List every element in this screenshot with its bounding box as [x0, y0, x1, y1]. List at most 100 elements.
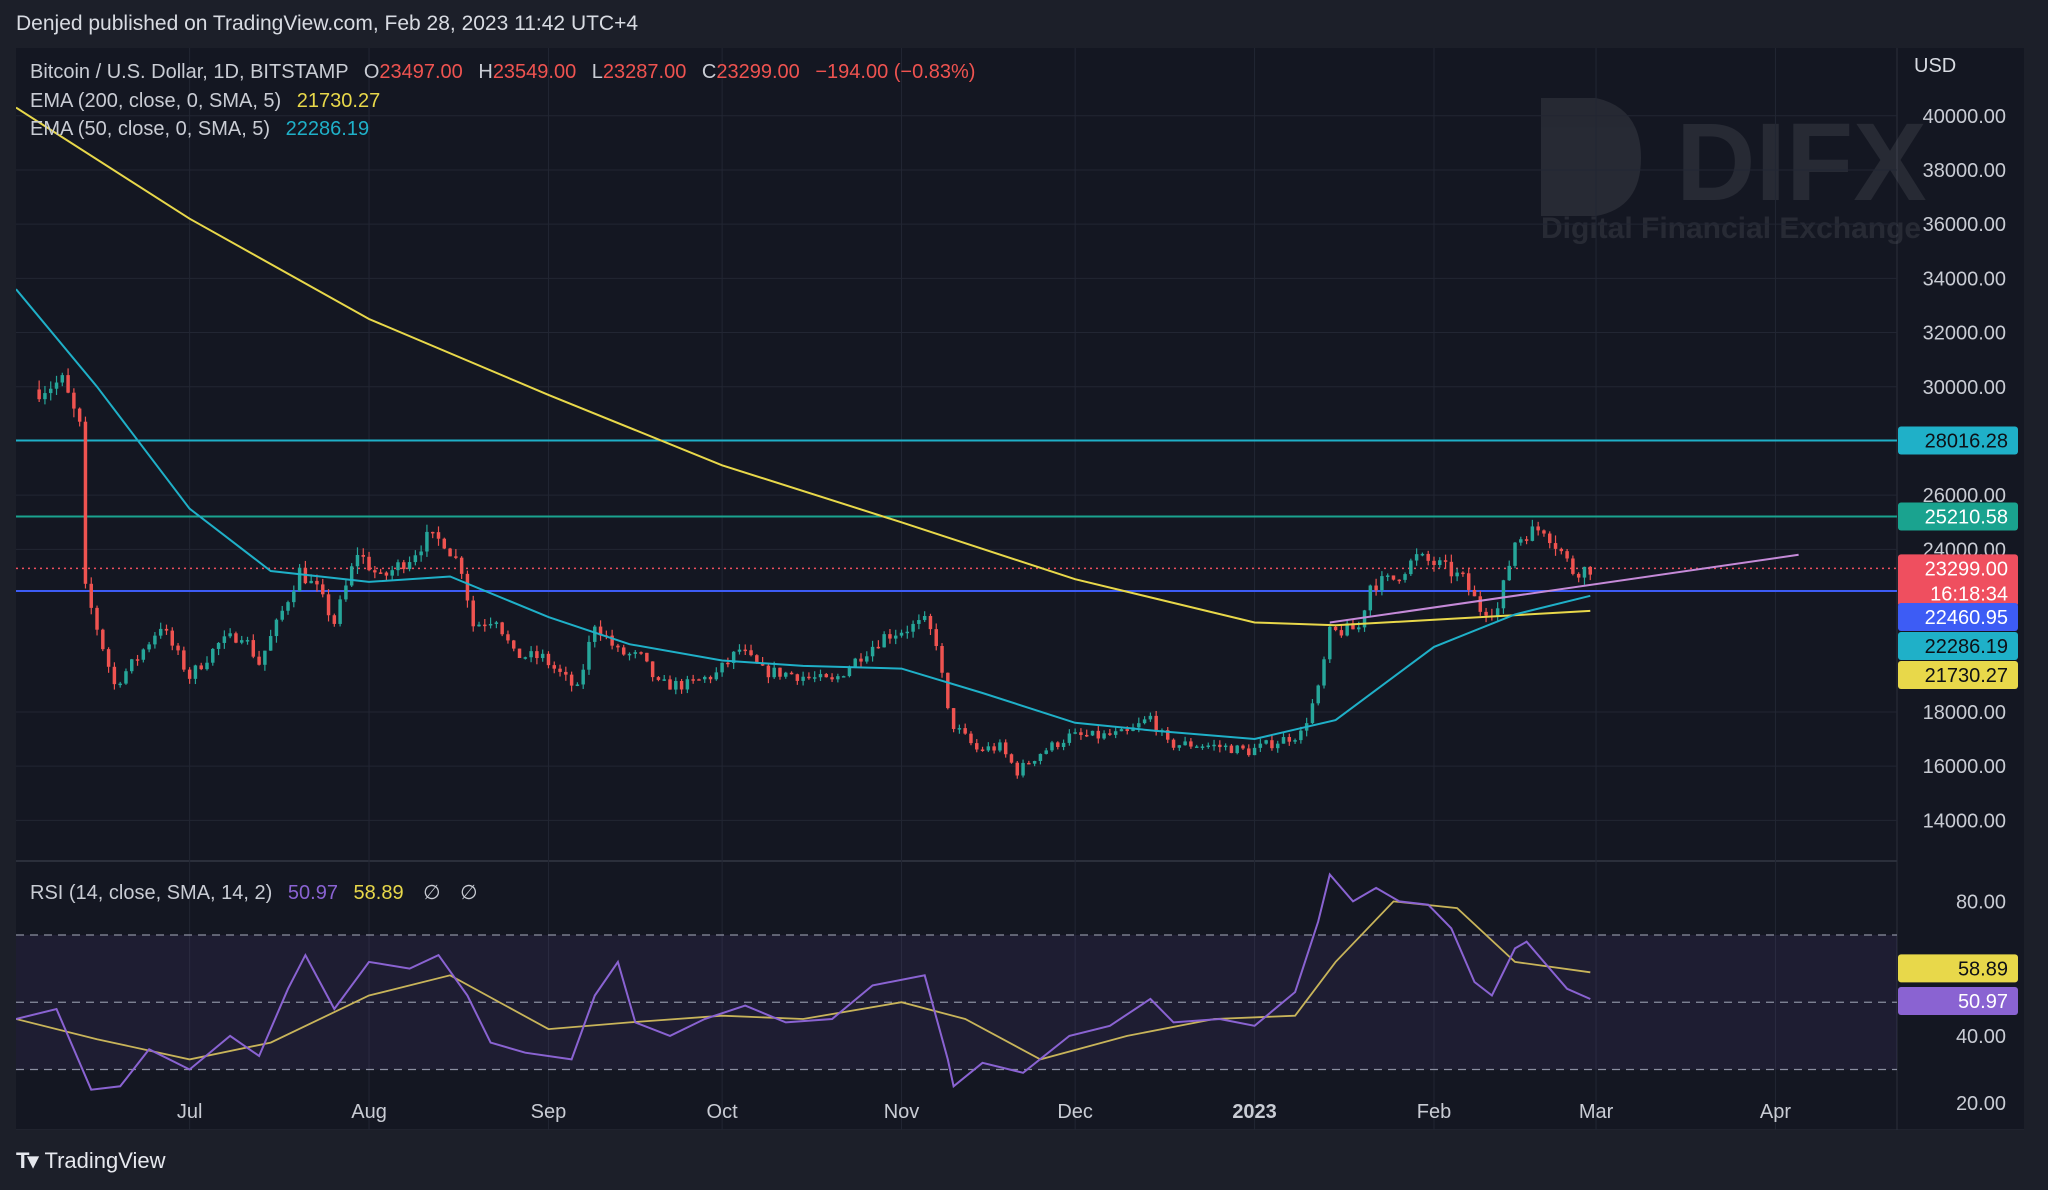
high-label: H — [478, 61, 492, 83]
candle-body — [239, 640, 244, 643]
level-tag-22460-bg — [1898, 603, 2018, 632]
candle-body — [471, 600, 475, 627]
candle-body — [112, 666, 117, 685]
grid-layer — [16, 48, 1897, 1130]
rsi-ma-line — [15, 900, 1591, 1061]
candle-body — [1252, 747, 1257, 756]
candle-body — [1316, 685, 1320, 704]
svg-text:EMA (50, close, 0, SMA, 5): EMA (50, close, 0, SMA, 5) 22286.19 — [30, 118, 369, 140]
rsi-legend-label: RSI (14, close, SMA, 14, 2) — [30, 882, 272, 904]
axis-layer: Jul Aug Sep Oct Nov Dec 2023 Feb Mar Apr 14000.00 1… — [177, 106, 2006, 1123]
x-tick-label: Aug — [351, 1101, 387, 1123]
candle-body — [1397, 579, 1401, 582]
candle-body — [361, 554, 365, 557]
candle-body — [1409, 560, 1413, 575]
candle-body — [1235, 745, 1239, 754]
candle-body — [633, 652, 638, 654]
candle-body — [893, 635, 898, 639]
candle-body — [598, 626, 603, 636]
tradingview-footer[interactable]: T▾ TradingView — [16, 1148, 166, 1174]
candle-body — [1050, 742, 1054, 751]
candle-body — [1328, 626, 1332, 660]
candle-body — [1432, 560, 1436, 566]
candle-body — [89, 583, 93, 608]
candle-body — [349, 566, 354, 586]
candle-body — [1472, 589, 1477, 597]
level-tag-22460: 22460.95 — [1925, 607, 2008, 629]
candle-body — [922, 616, 927, 621]
rsi-extra-1: ∅ — [423, 882, 440, 904]
candle-body — [1559, 548, 1564, 552]
candle-body — [430, 531, 435, 534]
ema200-legend-value: 21730.27 — [297, 90, 380, 112]
candle-body — [772, 667, 776, 678]
candle-body — [529, 651, 533, 658]
tradingview-brand: TradingView — [44, 1148, 166, 1173]
candle-body — [581, 669, 585, 685]
candle-body — [980, 749, 985, 751]
chart-frame[interactable]: DIFX Digital Financial Exchange Jul Aug Se… — [15, 48, 2024, 1131]
candle-body — [141, 649, 146, 660]
candle-body — [465, 573, 470, 601]
candle-body — [702, 676, 707, 680]
chart-svg[interactable]: DIFX Digital Financial Exchange Jul Aug Se… — [15, 48, 2024, 1131]
x-tick-label: 2023 — [1232, 1101, 1277, 1123]
candle-body — [1061, 742, 1066, 747]
candle-body — [1443, 560, 1448, 562]
rsi-tick-label: 20.00 — [1956, 1093, 2006, 1115]
candle-body — [326, 594, 331, 616]
candle-body — [164, 628, 169, 631]
x-tick-label: Oct — [707, 1101, 739, 1123]
candle-body — [905, 631, 910, 634]
ema200-line — [15, 106, 1591, 627]
candle-body — [1264, 740, 1268, 744]
watermark-brand: DIFX — [1676, 101, 1927, 224]
open-value: 23497.00 — [379, 61, 462, 83]
tag-layer: 28016.28 25210.58 23299.00 16:18:3422460.95… — [1898, 426, 2018, 1015]
candle-body — [1212, 744, 1216, 747]
candle-body — [1183, 741, 1187, 746]
candle-body — [1258, 743, 1263, 748]
x-tick-label: Jul — [177, 1101, 203, 1123]
last-price-tag-bg — [1898, 554, 2018, 607]
difx-logo-icon — [1541, 98, 1641, 216]
candle-body — [616, 645, 620, 648]
candle-body — [1455, 572, 1459, 577]
y-tick-label: 32000.00 — [1923, 323, 2006, 345]
candle-body — [1310, 703, 1315, 724]
level-tag-25210-bg — [1898, 502, 2018, 531]
candle-body — [77, 408, 82, 422]
candle-body — [1380, 576, 1384, 591]
y-tick-label: 14000.00 — [1923, 810, 2006, 832]
candle-body — [818, 674, 823, 678]
candle-body — [48, 388, 53, 394]
candle-body — [610, 635, 614, 646]
candle-body — [836, 676, 840, 680]
candle-body — [1247, 748, 1251, 756]
candle-body — [448, 548, 452, 557]
level-tag-28016: 28016.28 — [1925, 431, 2008, 453]
low-label: L — [592, 61, 603, 83]
candle-body — [957, 728, 962, 730]
candle-body — [917, 620, 921, 624]
candle-body — [853, 658, 857, 668]
candle-body — [378, 572, 383, 574]
candle-body — [454, 556, 458, 558]
candle-body — [1275, 743, 1280, 749]
candle-body — [564, 671, 568, 675]
candle-body — [546, 653, 551, 666]
candle-body — [934, 629, 938, 647]
candle-body — [940, 646, 944, 673]
candle-body — [1495, 608, 1500, 616]
candle-body — [1206, 745, 1211, 748]
x-tick-label: Sep — [531, 1101, 567, 1123]
candle-body — [1426, 553, 1430, 561]
candle-body — [1113, 731, 1118, 735]
candle-body — [494, 622, 499, 624]
candle-body — [998, 742, 1002, 751]
candle-body — [37, 389, 41, 400]
ema200-tag-bg — [1898, 661, 2018, 690]
candle-body — [517, 648, 522, 659]
candle-body — [882, 634, 886, 648]
candle-body — [199, 665, 203, 670]
